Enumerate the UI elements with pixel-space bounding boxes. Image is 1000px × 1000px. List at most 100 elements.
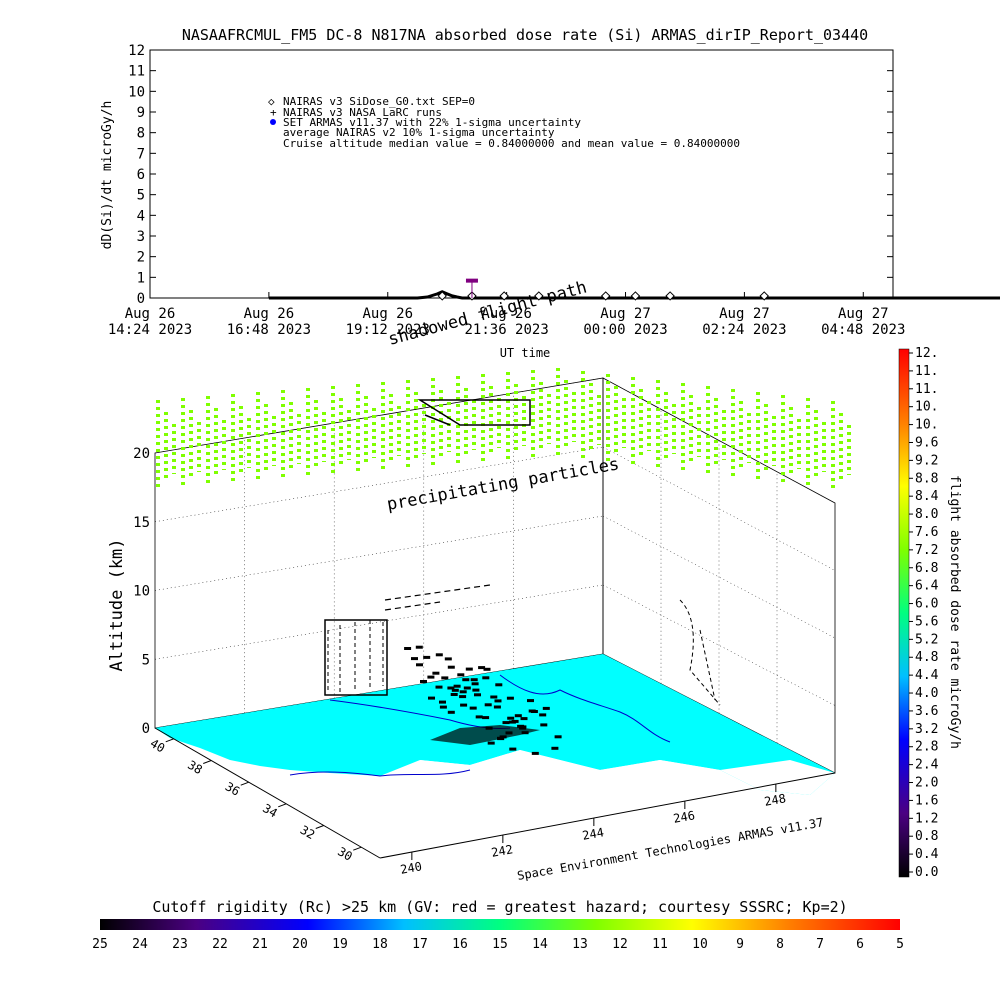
x-tick-label: 242: [490, 842, 514, 860]
dose-colorbar-tick-label: 4.8: [915, 650, 938, 665]
flight-right-curtain: [679, 599, 721, 706]
dose-colorbar-tick-label: 8.0: [915, 507, 938, 522]
page-title: NASAAFRCMUL_FM5 DC-8 N817NA absorbed dos…: [182, 26, 868, 44]
dose-x-tick-day: Aug 26: [481, 306, 532, 322]
dose-colorbar-tick-label: 5.6: [915, 614, 938, 629]
flight-path-segment: [457, 673, 465, 677]
z-tick-label: 10: [133, 584, 150, 600]
dose-colorbar-tick-label: 5.2: [915, 632, 938, 647]
flight-path-segment: [507, 716, 515, 720]
flight-path-segment: [416, 663, 423, 667]
rigidity-tick-label: 18: [372, 937, 388, 952]
coastline-north: [499, 674, 671, 743]
ground-plane-ocean: [155, 654, 835, 795]
z-tick-label: 20: [133, 446, 150, 462]
flight-path-segment: [427, 675, 435, 679]
legend-entry-cruise-median: Cruise altitude median value = 0.8400000…: [283, 137, 740, 150]
flight-curtain-box: [324, 619, 388, 696]
dose-colorbar-tick-label: 8.8: [915, 471, 938, 486]
dose-colorbar-tick-label: 10.: [915, 418, 938, 433]
dose-colorbar-tick-label: 0.8: [915, 829, 938, 844]
dose-x-tick-day: Aug 27: [838, 306, 889, 322]
y-tick-label: 36: [223, 779, 243, 798]
dose-x-tick-day: Aug 26: [362, 306, 413, 322]
dose-colorbar-tick-label: 3.6: [915, 704, 938, 719]
flight-path-segment: [511, 719, 519, 723]
flight-path-segment: [493, 705, 501, 709]
flight-path-segment: [483, 667, 491, 671]
dose-x-axis-label: UT time: [500, 346, 551, 360]
dose-x-tick-day: Aug 26: [244, 306, 295, 322]
rigidity-tick-label: 9: [736, 937, 744, 952]
nairas-diamond-marker: [665, 291, 675, 301]
flight-path-segment: [415, 645, 423, 649]
flight-path-segment: [435, 685, 443, 689]
dose-colorbar-tick-label: 2.0: [915, 776, 938, 791]
flight-curtain-lines: [327, 620, 384, 695]
dose-x-tick-time: 16:48 2023: [227, 322, 311, 338]
flight-path-segment: [502, 721, 510, 725]
dose-y-tick-label: 12: [128, 43, 145, 59]
dose-colorbar-label: flight absorbed dose rate microGy/h: [947, 475, 962, 749]
rigidity-tick-label: 15: [492, 937, 508, 952]
dose-colorbar-tick-label: 3.2: [915, 722, 938, 737]
land-patch-east: [720, 760, 835, 795]
dose-y-tick-label: 3: [137, 229, 145, 245]
rigidity-tick-label: 8: [776, 937, 784, 952]
flight-path-segment: [490, 695, 498, 699]
annotation-shadowed: shadowed flight path: [386, 278, 589, 350]
nairas-sidose-line: [268, 290, 1000, 300]
y-tick-label: 34: [260, 801, 280, 820]
dose-colorbar-tick-label: 11.: [915, 364, 938, 379]
flight-path-segment: [554, 735, 562, 739]
z-tick-label: 0: [142, 721, 150, 737]
front-edge-left: [154, 727, 381, 859]
legend-entry-nairas-larc: NAIRAS v3 NASA LaRC runs: [283, 106, 442, 119]
dose-x-tick-time: 00:00 2023: [583, 322, 667, 338]
x-tick-label: 248: [763, 791, 787, 809]
grid-3d: 0 5 10 15 20: [133, 377, 836, 774]
rigidity-tick-label: 22: [212, 937, 228, 952]
flight-path-segment: [506, 696, 514, 700]
flight-path-segment: [465, 667, 473, 671]
flight-path-segment: [495, 683, 503, 687]
flight-path-segment: [451, 688, 459, 692]
land-patch-south: [420, 750, 745, 800]
legend-symbol-plus: +: [270, 106, 277, 119]
flight-path-segment: [539, 713, 547, 717]
flight-path-segment: [447, 710, 455, 714]
rigidity-tick-label: 14: [532, 937, 548, 952]
legend-entry-nairas-sidose: NAIRAS v3 SiDose_G0.txt SEP=0: [283, 95, 475, 108]
rigidity-tick-label: 11: [652, 937, 668, 952]
dose-colorbar-tick-label: 7.2: [915, 543, 938, 558]
flight-path-segment: [463, 686, 471, 690]
legend-entry-nairas-v2: average NAIRAS v2 10% 1-sigma uncertaint…: [283, 126, 555, 139]
rigidity-tick-label: 10: [692, 937, 708, 952]
dose-colorbar: 12. 11. 11. 10. 10. 9.6 9.2 8.8 8.4 8.0 7.6 7.2 6.8 6…: [898, 346, 962, 880]
flight-dashed-track: [384, 584, 491, 611]
dose-colorbar-tick-label: 8.4: [915, 489, 939, 504]
dose-colorbar-tick-label: 4.4: [915, 668, 939, 683]
flight-path-segment: [478, 666, 486, 670]
flight-path-segment: [509, 747, 517, 751]
rigidity-tick-label: 23: [172, 937, 188, 952]
dose-x-tick-day: Aug 26: [125, 306, 176, 322]
dose-legend: ◇ NAIRAS v3 SiDose_G0.txt SEP=0 + NAIRAS…: [268, 95, 740, 150]
flight-path-segment: [432, 671, 440, 675]
flight-shadow-outline: [417, 399, 531, 426]
legend-symbol-diamond: ◇: [268, 95, 275, 108]
x-tick-label: 246: [672, 808, 696, 826]
dose-colorbar-tick-label: 11.: [915, 382, 938, 397]
flight-path-segment: [475, 715, 483, 719]
legend-entry-armas: SET ARMAS v11.37 with 22% 1-sigma uncert…: [283, 116, 581, 129]
dose-x-tick-time: 19:12 2023: [346, 322, 430, 338]
precipitating-particles-field: [156, 368, 851, 491]
z-axis-label: Altitude (km): [107, 538, 127, 671]
dose-y-tick-label: 1: [137, 270, 145, 286]
rigidity-bar-label: Cutoff rigidity (Rc) >25 km (GV: red = g…: [152, 898, 847, 916]
rigidity-tick-label: 12: [612, 937, 628, 952]
